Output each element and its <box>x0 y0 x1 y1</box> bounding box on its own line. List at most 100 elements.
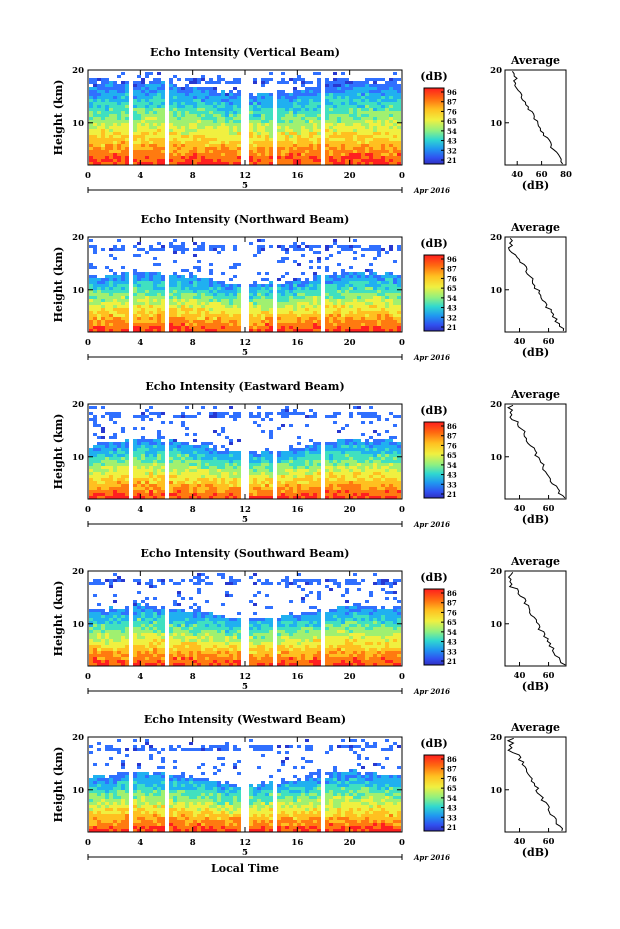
heatmap-cell <box>173 448 177 451</box>
heatmap-cell <box>377 278 381 281</box>
heatmap-cell <box>237 481 241 484</box>
heatmap-cell <box>145 320 149 323</box>
heatmap-cell <box>189 78 193 81</box>
heatmap-cell <box>125 457 129 460</box>
heatmap-cell <box>317 141 321 144</box>
heatmap-cell <box>125 445 129 448</box>
heatmap-cell <box>249 320 253 323</box>
heatmap-cell <box>333 123 337 126</box>
heatmap-cell <box>285 481 289 484</box>
heatmap-cell <box>233 141 237 144</box>
heatmap-cell <box>277 469 281 472</box>
heatmap-cell <box>205 469 209 472</box>
heatmap-cell <box>261 93 265 96</box>
heatmap-cell <box>385 299 389 302</box>
heatmap-cell <box>157 141 161 144</box>
heatmap-cell <box>229 90 233 93</box>
heatmap-cell <box>341 269 345 272</box>
heatmap-cell <box>341 478 345 481</box>
heatmap-cell <box>385 150 389 153</box>
heatmap-cell <box>393 120 397 123</box>
heatmap-cell <box>345 490 349 493</box>
heatmap-cell <box>145 329 149 332</box>
heatmap-cell <box>269 123 273 126</box>
heatmap-cell <box>89 162 93 165</box>
heatmap-cell <box>217 159 221 162</box>
heatmap-cell <box>157 287 161 290</box>
colorbar-tick-label: 96 <box>447 88 457 97</box>
heatmap-cell <box>205 466 209 469</box>
heatmap-cell <box>277 156 281 159</box>
heatmap-cell <box>201 108 205 111</box>
heatmap-cell <box>105 129 109 132</box>
heatmap-cell <box>193 323 197 326</box>
heatmap-cell <box>201 96 205 99</box>
heatmap-cell <box>197 326 201 329</box>
heatmap-cell <box>189 132 193 135</box>
heatmap-cell <box>205 284 209 287</box>
heatmap-cell <box>93 156 97 159</box>
heatmap-cell <box>141 281 145 284</box>
heatmap-cell <box>373 278 377 281</box>
colorbar-tick-label: 32 <box>447 313 457 322</box>
heatmap-cell <box>261 99 265 102</box>
heatmap-cell <box>265 120 269 123</box>
heatmap-cell <box>293 481 297 484</box>
heatmap-cell <box>133 108 137 111</box>
heatmap-cell <box>89 144 93 147</box>
heatmap-cell <box>353 478 357 481</box>
heatmap-cell <box>269 114 273 117</box>
heatmap-cell <box>397 159 401 162</box>
heatmap-cell <box>145 484 149 487</box>
heatmap-cell <box>277 329 281 332</box>
heatmap-cell <box>145 415 149 418</box>
heatmap-cell <box>177 284 181 287</box>
heatmap-cell <box>101 108 105 111</box>
heatmap-cell <box>357 108 361 111</box>
heatmap-cell <box>169 129 173 132</box>
heatmap-cell <box>209 454 213 457</box>
heatmap-cell <box>161 117 165 120</box>
heatmap-cell <box>249 323 253 326</box>
heatmap-cell <box>125 439 129 442</box>
heatmap-cell <box>337 448 341 451</box>
heatmap-cell <box>341 278 345 281</box>
heatmap-cell <box>101 287 105 290</box>
heatmap-cell <box>181 320 185 323</box>
heatmap-cell <box>313 275 317 278</box>
heatmap-cell <box>209 323 213 326</box>
heatmap-cell <box>173 487 177 490</box>
heatmap-cell <box>269 451 273 454</box>
heatmap-cell <box>229 415 233 418</box>
heatmap-cell <box>357 272 361 275</box>
heatmap-cell <box>201 135 205 138</box>
heatmap-cell <box>349 156 353 159</box>
heatmap-cell <box>253 290 257 293</box>
heatmap-cell <box>149 99 153 102</box>
heatmap-cell <box>217 245 221 248</box>
heatmap-cell <box>329 493 333 496</box>
heatmap-cell <box>341 72 345 75</box>
heatmap-cell <box>193 320 197 323</box>
heatmap-cell <box>113 317 117 320</box>
heatmap-cell <box>141 293 145 296</box>
heatmap-cell <box>225 144 229 147</box>
heatmap-cell <box>113 463 117 466</box>
heatmap-cell <box>157 487 161 490</box>
heatmap-cell <box>349 484 353 487</box>
heatmap-cell <box>397 117 401 120</box>
heatmap-cell <box>97 278 101 281</box>
heatmap-cell <box>157 126 161 129</box>
heatmap-cell <box>301 481 305 484</box>
heatmap-cell <box>265 78 269 81</box>
heatmap-cell <box>293 242 297 245</box>
heatmap-cell <box>261 108 265 111</box>
heatmap-cell <box>149 159 153 162</box>
heatmap-cell <box>121 287 125 290</box>
heatmap-cell <box>313 144 317 147</box>
heatmap-cell <box>265 102 269 105</box>
heatmap-cell <box>281 90 285 93</box>
heatmap-cell <box>221 475 225 478</box>
heatmap-cell <box>325 90 329 93</box>
heatmap-cell <box>217 135 221 138</box>
